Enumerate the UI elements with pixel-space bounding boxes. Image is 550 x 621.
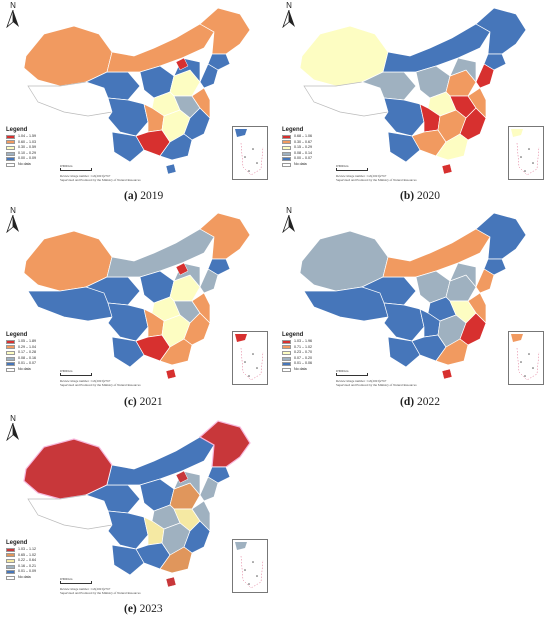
china-map-2022 — [299, 212, 527, 380]
panel-e: N Legend 1.03 – 1.12 0.65 – 1.02 0.22 – … — [4, 413, 272, 613]
review-note: Review image number : GS(2023)2767 Superv… — [60, 587, 141, 595]
china-map-2020 — [299, 7, 527, 175]
china-map-2019 — [23, 7, 251, 175]
legend-entry: 0.29 – 1.04 — [18, 344, 36, 349]
legend-title: Legend — [282, 127, 304, 133]
south-china-sea-inset — [232, 331, 268, 385]
review-note: Review image number : GS(2023)2767 Superv… — [60, 174, 141, 182]
north-arrow-icon: N — [282, 2, 296, 33]
legend-entry: 1.03 – 1.12 — [18, 547, 36, 552]
north-arrow-icon: N — [282, 207, 296, 238]
scale-bar: 0 500 km — [336, 369, 368, 376]
north-arrow-icon: N — [6, 207, 20, 238]
south-china-sea-inset — [508, 331, 544, 385]
caption-b: (b) 2020 — [400, 190, 440, 202]
legend-entry: 0.00 – 0.09 — [18, 156, 36, 161]
legend-entry: 0.65 – 1.02 — [18, 552, 36, 557]
legend-entry: 0.01 – 0.06 — [294, 361, 312, 366]
legend: Legend 0.68 – 1.06 0.30 – 0.67 0.15 – 0.… — [282, 126, 312, 168]
legend-title: Legend — [282, 332, 304, 338]
china-map-2023 — [23, 420, 251, 588]
china-map-2021 — [23, 212, 251, 380]
legend-title: Legend — [6, 332, 28, 338]
south-china-sea-inset — [232, 539, 268, 593]
legend-entry: 0.01 – 0.07 — [18, 361, 36, 366]
legend-title: Legend — [6, 540, 28, 546]
scale-bar: 0 500 km — [336, 164, 368, 171]
scale-bar: 0 500 km — [60, 577, 92, 584]
legend-entry: 0.07 – 0.20 — [294, 355, 312, 360]
legend-entry: 1.03 – 1.96 — [294, 339, 312, 344]
legend-entry: 0.60 – 1.03 — [18, 139, 36, 144]
review-note: Review image number : GS(2023)2767 Superv… — [60, 379, 141, 387]
legend: Legend 1.03 – 1.12 0.65 – 1.02 0.22 – 0.… — [6, 539, 36, 581]
scale-bar: 0 500 km — [60, 164, 92, 171]
legend-entry: 0.23 – 0.70 — [294, 350, 312, 355]
panel-d: N Legend 1.03 – 1.96 0.71 – 1.02 0.23 – … — [280, 205, 548, 405]
legend-no-data: No data — [294, 367, 307, 372]
legend: Legend 1.03 – 1.96 0.71 – 1.02 0.23 – 0.… — [282, 331, 312, 373]
legend-entry: 0.08 – 0.16 — [18, 355, 36, 360]
legend-no-data: No data — [18, 575, 31, 580]
legend-entry: 0.00 – 0.07 — [294, 156, 312, 161]
legend-entry: 0.68 – 1.06 — [294, 134, 312, 139]
legend: Legend 1.04 – 1.59 0.60 – 1.03 0.30 – 0.… — [6, 126, 36, 168]
review-note: Review image number : GS(2023)2767 Superv… — [336, 174, 417, 182]
legend-entry: 0.15 – 0.29 — [294, 145, 312, 150]
legend-no-data: No data — [294, 162, 307, 167]
legend-entry: 0.30 – 0.59 — [18, 145, 36, 150]
legend-entry: 1.04 – 1.59 — [18, 134, 36, 139]
panel-b: N Legend 0.68 – 1.06 0.30 – 0.67 0.15 – … — [280, 0, 548, 200]
legend-no-data: No data — [18, 367, 31, 372]
legend-entry: 0.08 – 0.14 — [294, 150, 312, 155]
legend: Legend 1.05 – 1.89 0.29 – 1.04 0.17 – 0.… — [6, 331, 36, 373]
south-china-sea-inset — [508, 126, 544, 180]
legend-entry: 0.30 – 0.67 — [294, 139, 312, 144]
north-arrow-icon: N — [6, 415, 20, 446]
south-china-sea-inset — [232, 126, 268, 180]
caption-a: (a) 2019 — [124, 190, 164, 202]
caption-c: (c) 2021 — [124, 396, 163, 408]
legend-no-data: No data — [18, 162, 31, 167]
review-note: Review image number : GS(2023)2767 Superv… — [336, 379, 417, 387]
north-arrow-icon: N — [6, 2, 20, 33]
panel-a: N Legend 1.04 – 1.59 0.60 — [4, 0, 272, 200]
caption-e: (e) 2023 — [124, 603, 163, 615]
legend-title: Legend — [6, 127, 28, 133]
panel-c: N Legend 1.05 – 1.89 0.29 – 1.04 0.17 – … — [4, 205, 272, 405]
legend-entry: 1.05 – 1.89 — [18, 339, 36, 344]
legend-entry: 0.16 – 0.21 — [18, 563, 36, 568]
legend-entry: 0.17 – 0.28 — [18, 350, 36, 355]
legend-entry: 0.71 – 1.02 — [294, 344, 312, 349]
scale-bar: 0 500 km — [60, 369, 92, 376]
caption-d: (d) 2022 — [400, 396, 440, 408]
legend-entry: 0.22 – 0.64 — [18, 558, 36, 563]
legend-entry: 0.01 – 0.09 — [18, 569, 36, 574]
legend-entry: 0.10 – 0.29 — [18, 150, 36, 155]
